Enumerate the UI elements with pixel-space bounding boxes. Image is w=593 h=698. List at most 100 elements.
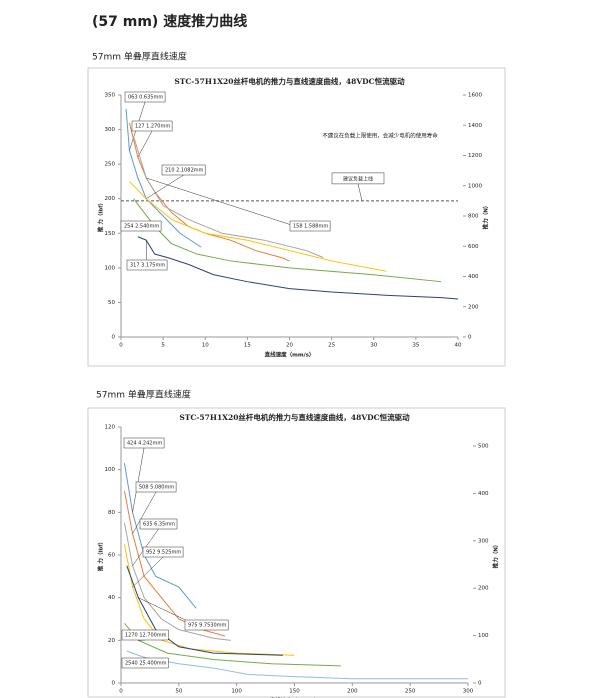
legend-label: 508 5.080mm bbox=[139, 485, 174, 491]
callout-leader bbox=[132, 447, 145, 513]
page-title: (57 mm) 速度推力曲线 bbox=[92, 13, 247, 30]
legend-label: 254 2.540mm bbox=[124, 224, 159, 230]
section-title: 57mm 单叠厚直线速度 bbox=[92, 51, 187, 63]
legend-label: 635 6.35mm bbox=[143, 522, 175, 528]
chart-frame bbox=[87, 67, 506, 367]
callout-box bbox=[121, 657, 169, 669]
series-line bbox=[137, 236, 459, 300]
chart-title: STC-57H1X20丝杆电机的推力与直线速度曲线，48VDC恒流驱动 bbox=[174, 76, 405, 86]
legend-label: 317 3.175mm bbox=[130, 263, 165, 269]
x-tick-label: 150 bbox=[289, 689, 300, 695]
y2-axis-title: 推力（N） bbox=[482, 203, 490, 230]
y2-tick-label: 200 bbox=[468, 304, 479, 310]
x-tick-label: 50 bbox=[175, 689, 182, 695]
legend-label: 424 4.242mm bbox=[127, 441, 162, 447]
series-line bbox=[133, 136, 324, 258]
y2-tick-label: 100 bbox=[478, 633, 489, 639]
x-tick-label: 100 bbox=[231, 689, 242, 695]
callout-box bbox=[135, 481, 177, 493]
x-tick-label: 35 bbox=[412, 343, 419, 349]
y-tick-label: 20 bbox=[108, 638, 115, 644]
series-line bbox=[126, 565, 283, 656]
note: 不建议在负载上限使用，会减少电机的使用寿命 bbox=[322, 132, 438, 140]
limit-leader bbox=[357, 183, 363, 201]
y-tick-label: 0 bbox=[112, 681, 116, 687]
y-tick-label: 150 bbox=[105, 231, 116, 237]
y-tick-label: 50 bbox=[108, 300, 115, 306]
y-axis-title: 推 力（lbf） bbox=[97, 200, 105, 232]
x-tick-label: 0 bbox=[119, 689, 123, 695]
y2-tick-label: 400 bbox=[478, 491, 489, 497]
x-axis-title: 直线速度（mm/s） bbox=[265, 351, 315, 359]
y2-tick-label: 200 bbox=[478, 586, 489, 592]
y-tick-label: 250 bbox=[105, 162, 116, 168]
callout-box bbox=[184, 619, 229, 631]
x-tick-label: 30 bbox=[370, 343, 377, 349]
callout-leader bbox=[132, 491, 157, 534]
callout-box bbox=[289, 220, 331, 232]
y-tick-label: 40 bbox=[108, 595, 115, 601]
callout-leader bbox=[132, 556, 164, 588]
series-line bbox=[129, 181, 387, 272]
y2-tick-label: 1400 bbox=[468, 123, 482, 129]
limit-label: 建议负载上线 bbox=[343, 175, 373, 182]
callout-box bbox=[139, 518, 178, 530]
series-line bbox=[123, 522, 231, 641]
series-line bbox=[123, 490, 226, 637]
x-tick-label: 200 bbox=[347, 689, 358, 695]
y-axis-title: 推 力（lbf） bbox=[97, 539, 105, 571]
y2-tick-label: 1600 bbox=[468, 93, 482, 99]
callout-box bbox=[126, 259, 168, 271]
y-tick-label: 120 bbox=[105, 425, 116, 431]
x-tick-label: 20 bbox=[286, 343, 293, 349]
legend-label: 127 1.270mm bbox=[135, 124, 170, 130]
y-tick-label: 300 bbox=[105, 127, 116, 133]
callout-box bbox=[120, 220, 162, 232]
callout-leader bbox=[146, 174, 184, 199]
legend-label: 1270 12.700mm bbox=[125, 633, 167, 639]
legend-label: 210 2.1082mm bbox=[165, 168, 203, 174]
legend-label: 158 1.588mm bbox=[293, 224, 328, 230]
callout-leader bbox=[146, 177, 311, 232]
y2-axis-title: 推力（N） bbox=[492, 542, 500, 569]
callout-box bbox=[123, 437, 165, 449]
series-line bbox=[133, 198, 442, 283]
x-tick-label: 40 bbox=[455, 343, 462, 349]
y-tick-label: 350 bbox=[105, 93, 116, 99]
y2-tick-label: 800 bbox=[468, 214, 479, 220]
callout-box bbox=[121, 629, 169, 641]
y2-tick-label: 1200 bbox=[468, 153, 482, 159]
y-tick-label: 0 bbox=[112, 335, 116, 341]
x-tick-label: 300 bbox=[463, 689, 474, 695]
legend-label: 2540 25.400mm bbox=[125, 661, 167, 667]
y2-tick-label: 400 bbox=[468, 274, 479, 280]
callout-box bbox=[142, 546, 184, 558]
y-tick-label: 80 bbox=[108, 510, 115, 516]
y-tick-label: 200 bbox=[105, 196, 116, 202]
legend-label: 975 9.7530mm bbox=[188, 623, 226, 629]
callout-box bbox=[161, 164, 206, 176]
callout-box bbox=[131, 120, 173, 132]
x-tick-label: 15 bbox=[244, 343, 251, 349]
y2-tick-label: 0 bbox=[468, 335, 472, 341]
y2-tick-label: 0 bbox=[478, 681, 482, 687]
x-tick-label: 5 bbox=[161, 343, 165, 349]
y-tick-label: 100 bbox=[105, 265, 116, 271]
y-tick-label: 60 bbox=[108, 553, 115, 559]
y2-tick-label: 600 bbox=[468, 244, 479, 250]
chart-frame bbox=[87, 407, 506, 698]
y2-tick-label: 1000 bbox=[468, 183, 482, 189]
x-tick-label: 0 bbox=[119, 343, 123, 349]
legend-label: 952 9.525mm bbox=[146, 550, 181, 556]
y2-tick-label: 300 bbox=[478, 538, 489, 544]
legend-label: 063 0.635mm bbox=[128, 95, 163, 101]
series-line bbox=[123, 463, 197, 609]
callout-leader bbox=[137, 130, 153, 158]
x-tick-label: 10 bbox=[202, 343, 209, 349]
y-tick-label: 100 bbox=[105, 467, 116, 473]
chart-title: STC-57H1X20丝杆电机的推力与直线速度曲线，48VDC恒流驱动 bbox=[179, 412, 410, 422]
x-tick-label: 25 bbox=[328, 343, 335, 349]
callout-box bbox=[124, 91, 166, 103]
y2-tick-label: 500 bbox=[478, 443, 489, 449]
